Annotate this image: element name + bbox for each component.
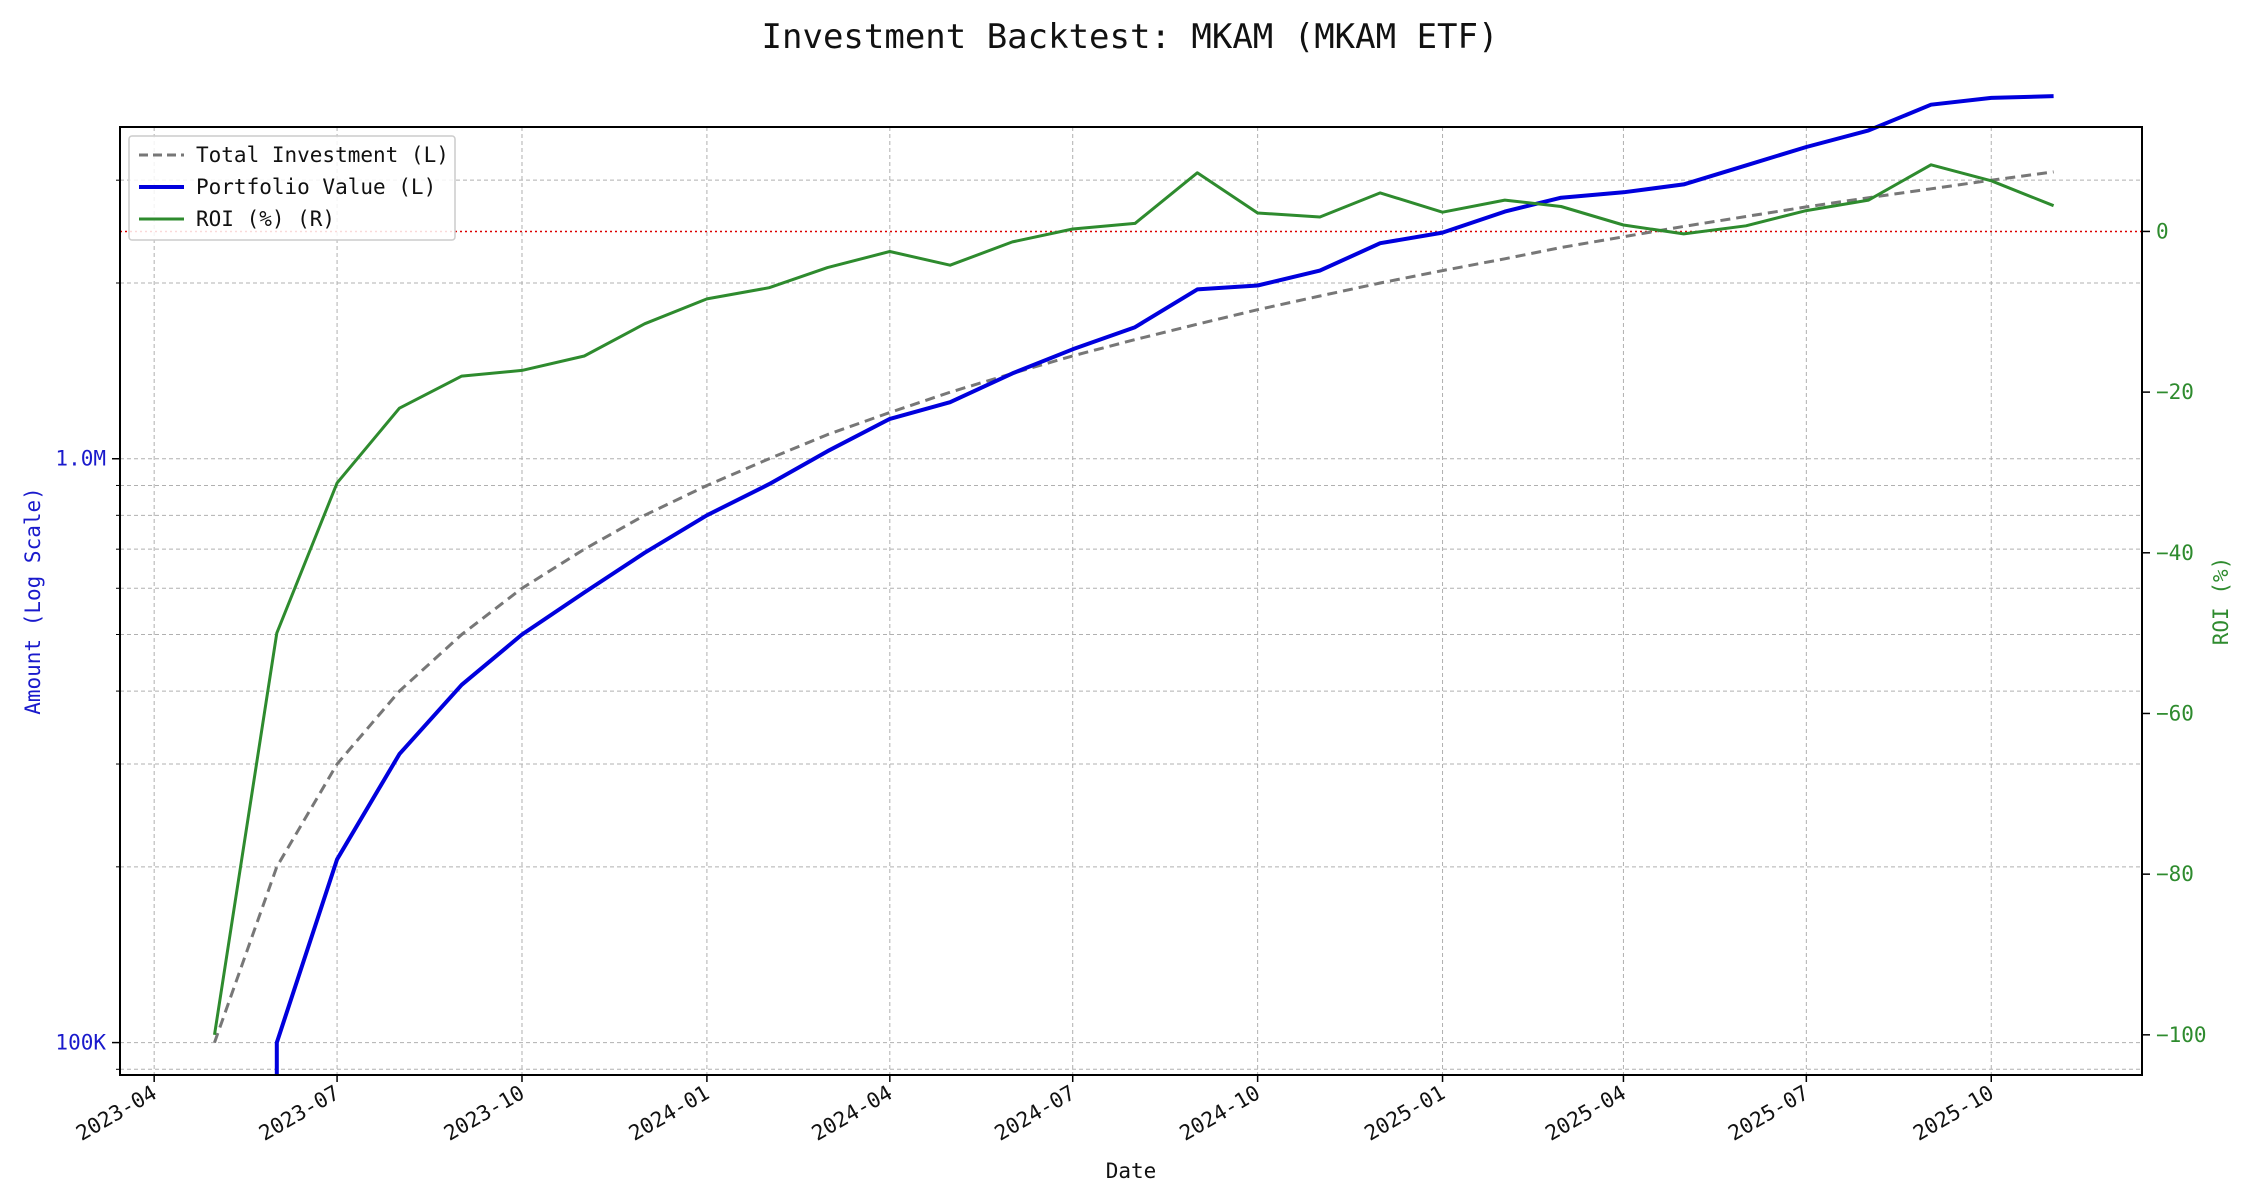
left-y-axis-label: Amount (Log Scale) — [21, 487, 45, 715]
chart-title: Investment Backtest: MKAM (MKAM ETF) — [762, 17, 1499, 57]
x-tick-label: 2024-07 — [991, 1081, 1080, 1146]
right-y-tick-label: −80 — [2156, 862, 2194, 886]
legend-label-portfolio-value: Portfolio Value (L) — [196, 175, 436, 199]
left-y-axis: 100K 1.0M — [55, 179, 120, 1070]
x-tick-label: 2025-07 — [1724, 1081, 1813, 1146]
x-tick-label: 2025-10 — [1909, 1081, 1998, 1146]
x-tick-label: 2024-04 — [808, 1081, 897, 1146]
x-tick-label: 2023-04 — [72, 1081, 161, 1146]
total-investment-line — [213, 170, 2054, 1044]
left-y-tick-label: 100K — [55, 1031, 106, 1055]
x-tick-label: 2023-07 — [255, 1081, 344, 1146]
legend: Total Investment (L) Portfolio Value (L)… — [128, 135, 456, 241]
x-axis: 2023-04 2023-07 2023-10 2024-01 2024-04 2024-… — [72, 1075, 1998, 1146]
right-y-tick-label: −100 — [2156, 1023, 2207, 1047]
right-y-axis: −100 −80 −60 −40 −20 0 — [2142, 219, 2207, 1047]
x-tick-label: 2025-04 — [1541, 1081, 1630, 1146]
right-y-tick-label: −60 — [2156, 701, 2194, 725]
x-tick-label: 2024-10 — [1175, 1081, 1264, 1146]
legend-label-roi: ROI (%) (R) — [196, 207, 335, 231]
right-y-tick-label: −20 — [2156, 380, 2194, 404]
series-lines — [213, 94, 2055, 1075]
x-axis-label: Date — [1106, 1159, 1157, 1183]
roi-line — [213, 163, 2055, 1036]
plot-frame — [119, 126, 2143, 1076]
x-tick-label: 2025-01 — [1360, 1081, 1449, 1146]
grid — [120, 127, 2142, 1075]
right-y-tick-label: −40 — [2156, 541, 2194, 565]
left-y-tick-label: 1.0M — [55, 447, 106, 471]
legend-box — [128, 135, 456, 241]
x-tick-label: 2023-10 — [440, 1081, 529, 1146]
portfolio-value-line — [274, 94, 2054, 1075]
right-y-tick-label: 0 — [2156, 219, 2169, 243]
legend-label-total-investment: Total Investment (L) — [196, 143, 449, 167]
right-y-axis-label: ROI (%) — [2209, 557, 2233, 646]
x-tick-label: 2024-01 — [625, 1081, 714, 1146]
